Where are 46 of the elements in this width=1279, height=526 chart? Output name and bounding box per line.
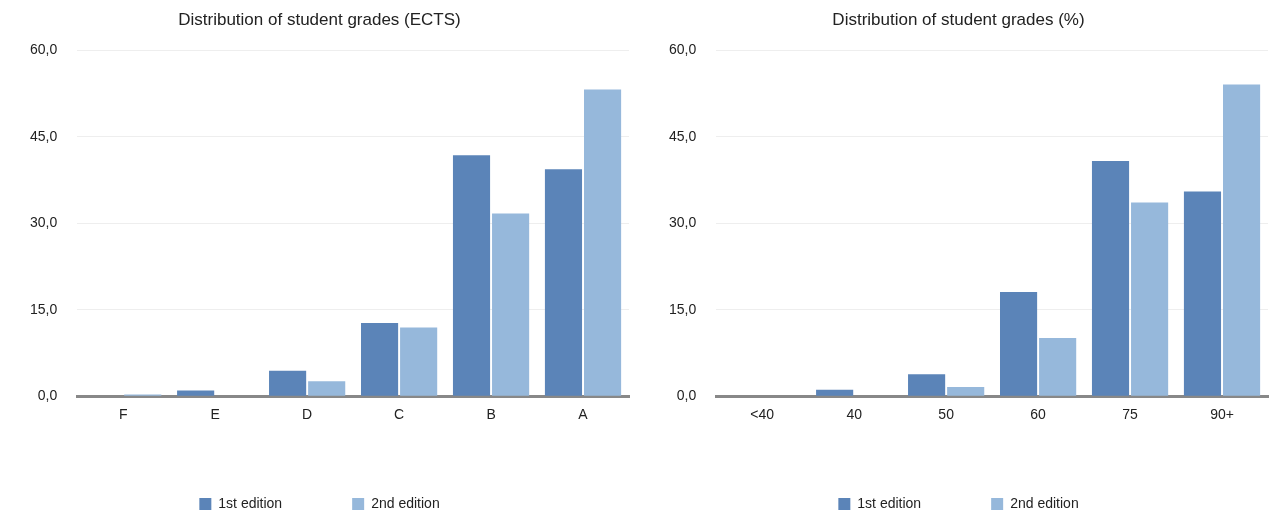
bar: [452, 155, 491, 396]
bar: [816, 389, 854, 396]
x-tick-label: 60: [1030, 406, 1047, 423]
chart-title: Distribution of student grades (%): [832, 9, 1085, 29]
bar: [1223, 84, 1261, 396]
bar: [544, 169, 583, 396]
y-tick-label: 45,0: [30, 127, 58, 144]
y-tick-label: 30,0: [30, 214, 58, 231]
bar: [492, 213, 530, 396]
y-tick-label: 60,0: [30, 41, 58, 58]
bar: [361, 323, 399, 396]
x-tick-label: E: [210, 406, 220, 423]
x-tick-label: D: [302, 406, 313, 423]
y-tick-label: 0,0: [676, 387, 697, 404]
bar: [947, 386, 985, 396]
y-tick-label: 30,0: [669, 214, 697, 231]
legend-label: 2nd edition: [371, 494, 440, 511]
bar: [177, 390, 215, 396]
x-tick-label: <40: [750, 406, 775, 423]
bar: [1039, 337, 1077, 396]
bar: [584, 89, 622, 396]
bar: [308, 381, 346, 396]
y-tick-label: 15,0: [30, 300, 58, 317]
x-tick-label: 90+: [1210, 406, 1234, 423]
x-tick-label: 75: [1122, 406, 1139, 423]
y-tick-label: 15,0: [669, 300, 697, 317]
x-tick-label: F: [118, 406, 128, 423]
x-tick-label: B: [486, 406, 496, 423]
x-tick-label: 50: [938, 406, 955, 423]
y-tick-label: 45,0: [669, 127, 697, 144]
bar: [269, 370, 307, 396]
legend-label: 1st edition: [218, 494, 283, 511]
bar: [908, 374, 946, 396]
y-tick-label: 60,0: [669, 41, 697, 58]
x-tick-label: A: [578, 406, 589, 423]
y-tick-label: 0,0: [37, 387, 58, 404]
legend-label: 2nd edition: [1010, 494, 1079, 511]
legend-label: 1st edition: [857, 494, 922, 511]
bar: [1183, 191, 1222, 396]
bar: [1091, 161, 1130, 396]
bar: [400, 327, 438, 396]
chart-title: Distribution of student grades (ECTS): [178, 9, 461, 29]
x-tick-label: 40: [846, 406, 863, 423]
bar: [1000, 291, 1038, 396]
bar: [1131, 202, 1169, 396]
x-tick-label: C: [394, 406, 405, 423]
